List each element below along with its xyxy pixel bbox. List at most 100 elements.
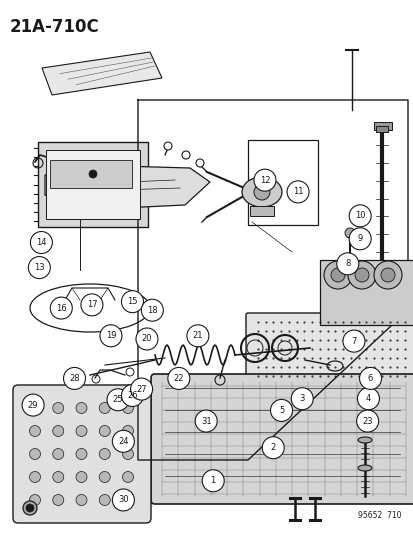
Circle shape [356, 387, 379, 410]
Circle shape [348, 228, 370, 250]
Circle shape [76, 402, 87, 414]
Text: 28: 28 [69, 374, 80, 383]
Text: 13: 13 [34, 263, 45, 272]
Circle shape [28, 256, 50, 279]
Circle shape [122, 448, 133, 459]
Circle shape [186, 325, 209, 347]
Circle shape [99, 425, 110, 437]
Bar [319, 260, 413, 325]
Circle shape [100, 325, 122, 347]
Circle shape [135, 328, 158, 350]
Circle shape [29, 448, 40, 459]
Circle shape [254, 184, 269, 200]
Circle shape [348, 205, 370, 227]
Circle shape [356, 410, 378, 432]
Ellipse shape [357, 437, 371, 443]
Bar [375, 126, 387, 132]
Text: 95652  710: 95652 710 [358, 511, 401, 520]
Circle shape [52, 495, 64, 505]
Circle shape [344, 228, 354, 238]
Circle shape [29, 402, 40, 414]
Circle shape [76, 472, 87, 482]
Circle shape [81, 294, 103, 316]
Circle shape [342, 330, 364, 352]
Ellipse shape [356, 275, 406, 289]
Text: 15: 15 [127, 297, 138, 306]
Text: 24: 24 [118, 437, 128, 446]
Circle shape [270, 399, 292, 422]
Circle shape [195, 410, 217, 432]
Circle shape [253, 169, 275, 191]
Circle shape [29, 495, 40, 505]
Circle shape [26, 504, 34, 512]
Text: 5: 5 [278, 406, 283, 415]
Circle shape [76, 425, 87, 437]
Circle shape [99, 472, 110, 482]
Circle shape [347, 261, 375, 289]
Circle shape [52, 472, 64, 482]
Circle shape [167, 367, 190, 390]
Circle shape [76, 448, 87, 459]
Circle shape [52, 402, 64, 414]
Text: 30: 30 [118, 496, 128, 504]
Bar [373, 122, 391, 130]
Circle shape [76, 495, 87, 505]
Circle shape [164, 142, 171, 150]
Text: 26: 26 [127, 391, 138, 400]
Circle shape [380, 268, 394, 282]
Text: 22: 22 [173, 374, 184, 383]
Text: 9: 9 [357, 235, 362, 243]
Circle shape [141, 299, 163, 321]
Circle shape [89, 170, 97, 178]
Text: 20: 20 [141, 335, 152, 343]
Bar [38, 142, 147, 227]
Circle shape [29, 425, 40, 437]
Text: 21: 21 [192, 332, 203, 340]
Text: 6: 6 [367, 374, 372, 383]
Text: 3: 3 [299, 394, 304, 403]
Text: 25: 25 [112, 395, 123, 404]
Text: 16: 16 [56, 304, 66, 312]
Circle shape [50, 297, 72, 319]
Circle shape [373, 261, 401, 289]
Text: 23: 23 [361, 417, 372, 425]
Circle shape [23, 501, 37, 515]
Text: 12: 12 [259, 176, 270, 184]
Text: 31: 31 [200, 417, 211, 425]
Circle shape [99, 402, 110, 414]
Circle shape [122, 472, 133, 482]
Text: 19: 19 [105, 332, 116, 340]
Circle shape [182, 151, 190, 159]
Circle shape [121, 384, 143, 407]
Polygon shape [42, 52, 161, 95]
Circle shape [202, 470, 224, 492]
Text: 11: 11 [292, 188, 303, 196]
Ellipse shape [357, 465, 371, 471]
Circle shape [195, 159, 204, 167]
Circle shape [63, 367, 85, 390]
Circle shape [354, 268, 368, 282]
Text: 10: 10 [354, 212, 365, 220]
Circle shape [52, 425, 64, 437]
Text: 17: 17 [86, 301, 97, 309]
Text: 8: 8 [344, 260, 349, 268]
Bar [46, 150, 140, 219]
Circle shape [121, 290, 143, 313]
FancyBboxPatch shape [245, 313, 413, 385]
Text: 21A-710C: 21A-710C [10, 18, 100, 36]
Circle shape [52, 448, 64, 459]
Ellipse shape [242, 177, 281, 207]
Circle shape [122, 402, 133, 414]
Text: 14: 14 [36, 238, 47, 247]
Circle shape [30, 231, 52, 254]
Text: 27: 27 [136, 385, 147, 393]
Circle shape [99, 448, 110, 459]
Circle shape [286, 181, 309, 203]
Circle shape [107, 389, 129, 411]
Circle shape [99, 495, 110, 505]
Polygon shape [45, 165, 209, 210]
Text: 1: 1 [210, 477, 215, 485]
Circle shape [29, 472, 40, 482]
Circle shape [336, 253, 358, 275]
Bar [247, 140, 317, 225]
